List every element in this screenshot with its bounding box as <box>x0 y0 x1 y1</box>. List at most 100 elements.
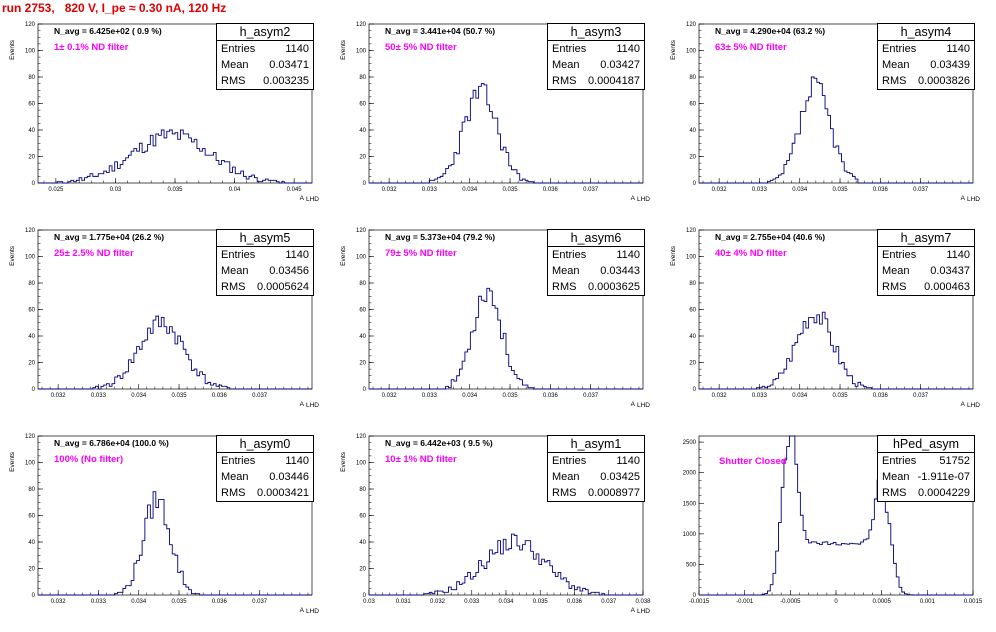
navg-label: N_avg = 6.425e+02 ( 0.9 %) <box>54 26 162 36</box>
histogram-line <box>369 83 643 184</box>
stats-box: h_asym5 Entries 1140 Mean 0.03456 RMS 0.000562… <box>216 229 314 296</box>
y-tick-label: 20 <box>28 567 35 573</box>
stats-row-mean: Mean 0.03471 <box>217 57 313 73</box>
stats-value: 1140 <box>285 249 309 261</box>
y-tick-label: 20 <box>359 567 366 573</box>
histogram-panel-h_asym1: 0 20 40 60 80 100 120 0.03 0.031 0.032 0.033 0.034 0… <box>333 428 653 630</box>
histogram-name: h_asym1 <box>548 436 644 453</box>
x-tick-label: 0.034 <box>131 599 147 605</box>
y-tick-label: 40 <box>28 334 35 340</box>
stats-value: 51752 <box>939 455 970 467</box>
histogram-plot: 0 20 40 60 80 100 120 0.032 0.033 0.034 0.035 0.036… <box>9 434 319 615</box>
y-axis-label: Events <box>340 245 347 266</box>
x-tick-label: 0.036 <box>873 393 889 399</box>
stats-key: Mean <box>221 471 249 483</box>
histogram-name: hPed_asym <box>878 436 974 453</box>
run-title: run 2753, 820 V, I_pe ≈ 0.30 nA, 120 Hz <box>2 1 227 15</box>
x-tick-label: -0.001 <box>736 599 754 605</box>
y-tick-label: 40 <box>28 540 35 546</box>
stats-value: 1140 <box>946 43 970 55</box>
x-tick-label: 0.032 <box>382 187 398 193</box>
stats-row-rms: RMS 0.0004187 <box>548 73 644 89</box>
stats-key: Mean <box>882 265 910 277</box>
y-tick-label: 2000 <box>683 471 697 477</box>
y-tick-label: 100 <box>356 255 367 261</box>
stats-key: RMS <box>552 75 577 87</box>
x-tick-label: -0.0005 <box>780 599 801 605</box>
y-tick-label: 40 <box>359 334 366 340</box>
stats-row-rms: RMS 0.0003421 <box>217 485 313 501</box>
histogram-plot: 0 20 40 60 80 100 120 0.03 0.031 0.032 0.033 0.034 0… <box>340 434 651 615</box>
stats-key: RMS <box>882 487 907 499</box>
x-tick-label: 0.038 <box>635 599 651 605</box>
x-tick-label: 0.037 <box>913 393 929 399</box>
y-tick-label: 120 <box>356 434 367 440</box>
stats-row-mean: Mean 0.03437 <box>878 263 974 279</box>
x-axis-label-sub: LHD <box>967 402 980 409</box>
y-tick-label: 40 <box>689 128 696 134</box>
y-tick-label: 0 <box>363 387 367 393</box>
x-tick-label: 0.032 <box>712 393 728 399</box>
y-tick-label: 20 <box>689 361 696 367</box>
filter-label: 25± 2.5% ND filter <box>54 248 134 259</box>
stats-value: 0.003235 <box>263 75 309 87</box>
x-tick-label: 0.036 <box>212 393 228 399</box>
stats-value: 0.03427 <box>600 59 640 71</box>
filter-label: 79± 5% ND filter <box>385 248 457 259</box>
filter-label: 1± 0.1% ND filter <box>54 42 129 53</box>
y-tick-label: 120 <box>356 228 367 234</box>
stats-row-mean: Mean 0.03456 <box>217 263 313 279</box>
stats-key: Entries <box>882 249 917 261</box>
y-tick-label: 60 <box>689 308 696 314</box>
stats-value: 0.03446 <box>269 471 309 483</box>
histogram-plot: 0 20 40 60 80 100 120 0.032 0.033 0.034 0.035 0.036… <box>670 228 980 409</box>
filter-label: 10± 1% ND filter <box>385 454 457 465</box>
stats-key: Entries <box>552 249 587 261</box>
stats-key: RMS <box>882 281 907 293</box>
histogram-name: h_asym4 <box>878 24 974 41</box>
stats-value: 1140 <box>285 43 309 55</box>
y-tick-label: 100 <box>686 49 697 55</box>
y-tick-label: 20 <box>689 155 696 161</box>
x-axis-label: A <box>300 401 305 408</box>
x-tick-label: 0.036 <box>212 599 228 605</box>
x-tick-label: -0.0015 <box>689 599 710 605</box>
x-axis-label: A <box>631 607 636 614</box>
stats-box: h_asym6 Entries 1140 Mean 0.03443 RMS 0.000362… <box>547 229 645 296</box>
y-tick-label: 120 <box>356 22 367 28</box>
x-tick-label: 0.032 <box>430 599 446 605</box>
stats-value: 1140 <box>946 249 970 261</box>
y-tick-label: 40 <box>689 334 696 340</box>
x-tick-label: 0.037 <box>583 393 599 399</box>
y-tick-label: 0 <box>363 181 367 187</box>
stats-row-rms: RMS 0.0005624 <box>217 279 313 295</box>
x-tick-label: 0.035 <box>172 599 188 605</box>
stats-row-mean: Mean -1.911e-07 <box>878 469 974 485</box>
x-axis-label: A <box>300 195 305 202</box>
stats-key: Entries <box>552 43 587 55</box>
x-tick-label: 0.045 <box>287 187 303 193</box>
histogram-line <box>699 76 973 184</box>
y-tick-label: 120 <box>25 228 36 234</box>
y-tick-label: 80 <box>359 487 366 493</box>
stats-row-entries: Entries 1140 <box>878 247 974 263</box>
stats-value: 0.0008977 <box>588 487 640 499</box>
y-axis-label: Events <box>340 451 347 472</box>
stats-key: Entries <box>221 43 256 55</box>
y-tick-label: 0 <box>693 387 697 393</box>
y-tick-label: 80 <box>28 281 35 287</box>
x-axis-label-sub: LHD <box>637 402 650 409</box>
stats-key: RMS <box>221 75 246 87</box>
x-tick-label: 0.036 <box>873 187 889 193</box>
filter-label: 50± 5% ND filter <box>385 42 457 53</box>
filter-label: Shutter Closed <box>719 456 787 467</box>
histogram-plot: 0 500 1000 1500 2000 2500 -0.0015 -0.001 -0.0005… <box>683 435 983 605</box>
stats-row-rms: RMS 0.000463 <box>878 279 974 295</box>
x-tick-label: 0.033 <box>752 393 768 399</box>
histogram-line <box>38 491 312 596</box>
x-tick-label: 0.032 <box>51 599 67 605</box>
x-tick-label: 0.037 <box>252 393 268 399</box>
histogram-panel-h_asym4: 0 20 40 60 80 100 120 0.032 0.033 0.034 0.035 0.036… <box>663 16 983 218</box>
y-tick-label: 120 <box>25 22 36 28</box>
stats-row-entries: Entries 51752 <box>878 453 974 469</box>
